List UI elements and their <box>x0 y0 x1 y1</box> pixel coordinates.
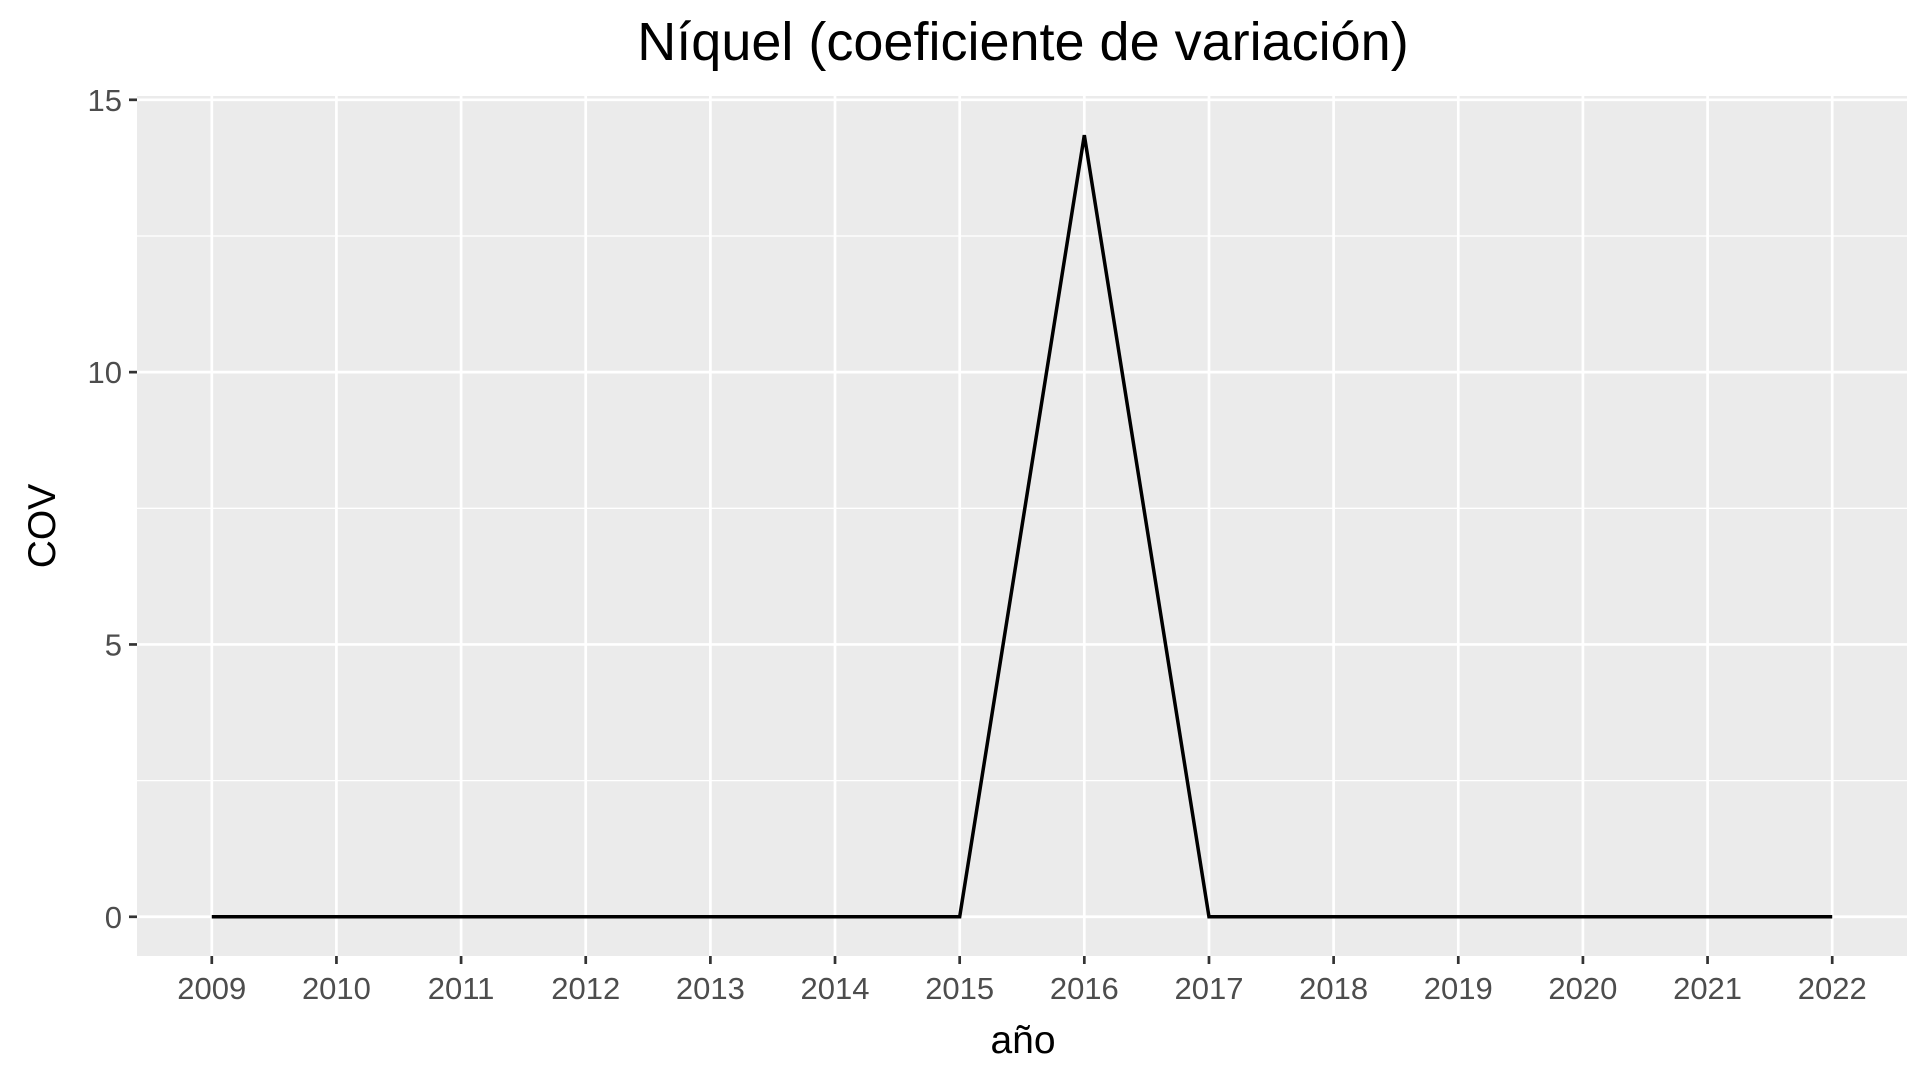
x-tick-label: 2019 <box>1424 971 1493 1006</box>
x-tick-label: 2013 <box>676 971 745 1006</box>
y-tick-label: 15 <box>88 83 122 118</box>
x-tick-label: 2011 <box>428 971 495 1006</box>
x-tick-label: 2012 <box>551 971 620 1006</box>
chart-title: Níquel (coeficiente de variación) <box>637 12 1408 72</box>
x-tick-label: 2016 <box>1050 971 1119 1006</box>
x-tick-label: 2014 <box>801 971 870 1006</box>
grid-minor <box>137 235 1907 782</box>
x-axis: 2009 2010 2011 2012 2013 2014 2015 2016 2017 2018… <box>177 956 1867 1006</box>
y-tick-label: 10 <box>88 355 122 390</box>
x-axis-title: año <box>990 1019 1055 1062</box>
x-tick-label: 2010 <box>302 971 371 1006</box>
grid-major <box>137 96 1907 956</box>
x-tick-label: 2020 <box>1548 971 1617 1006</box>
x-tick-label: 2018 <box>1299 971 1368 1006</box>
x-tick-label: 2015 <box>925 971 994 1006</box>
series-line <box>211 134 1833 919</box>
series-layer <box>211 134 1833 919</box>
x-tick-label: 2017 <box>1174 971 1243 1006</box>
y-axis: 0 5 10 15 <box>88 83 137 935</box>
x-tick-label: 2009 <box>177 971 246 1006</box>
y-axis-title: COV <box>21 484 64 569</box>
y-tick-label: 5 <box>105 627 122 662</box>
y-tick-label: 0 <box>105 900 122 935</box>
x-tick-label: 2021 <box>1673 971 1742 1006</box>
x-tick-label: 2022 <box>1798 971 1867 1006</box>
